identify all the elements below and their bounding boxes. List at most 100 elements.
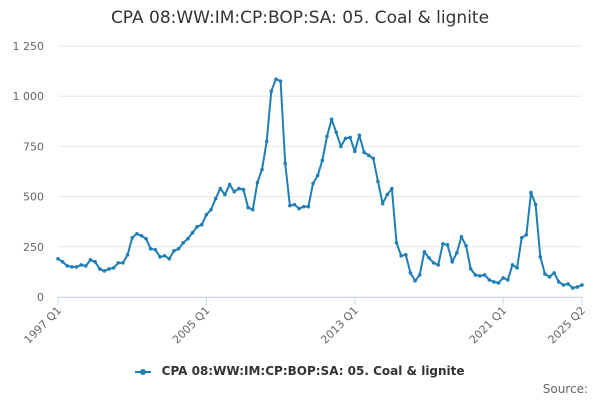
data-point[interactable] xyxy=(74,265,79,269)
data-point[interactable] xyxy=(181,240,186,245)
data-point[interactable] xyxy=(102,269,107,273)
data-point[interactable] xyxy=(241,187,246,192)
data-point[interactable] xyxy=(60,260,65,264)
data-point[interactable] xyxy=(283,161,288,166)
data-point[interactable] xyxy=(135,231,139,236)
data-point[interactable] xyxy=(413,279,417,283)
data-point[interactable] xyxy=(167,257,172,261)
data-point[interactable] xyxy=(255,180,260,185)
data-point[interactable] xyxy=(84,264,88,268)
data-point[interactable] xyxy=(56,257,60,261)
data-point[interactable] xyxy=(366,153,371,158)
data-point[interactable] xyxy=(482,273,487,277)
data-point[interactable] xyxy=(376,179,380,184)
data-point[interactable] xyxy=(580,283,584,287)
data-point[interactable] xyxy=(450,260,454,264)
data-point[interactable] xyxy=(533,202,538,207)
data-point[interactable] xyxy=(172,249,176,253)
data-point[interactable] xyxy=(269,89,274,93)
data-point[interactable] xyxy=(301,204,306,209)
data-point[interactable] xyxy=(121,261,125,265)
data-point[interactable] xyxy=(408,271,413,275)
data-point[interactable] xyxy=(570,286,575,290)
data-point[interactable] xyxy=(88,258,93,262)
data-point[interactable] xyxy=(343,136,348,141)
data-point[interactable] xyxy=(153,248,158,252)
data-point[interactable] xyxy=(325,134,329,139)
data-point[interactable] xyxy=(209,207,213,212)
data-point[interactable] xyxy=(394,240,399,245)
data-point[interactable] xyxy=(199,222,204,227)
data-point[interactable] xyxy=(399,254,403,258)
data-point[interactable] xyxy=(278,79,283,83)
series-line[interactable] xyxy=(57,78,583,289)
data-point[interactable] xyxy=(454,251,459,255)
data-point[interactable] xyxy=(506,278,510,282)
data-point[interactable] xyxy=(557,280,561,284)
data-point[interactable] xyxy=(431,261,436,265)
data-point[interactable] xyxy=(237,186,241,191)
data-point[interactable] xyxy=(190,230,195,235)
data-point[interactable] xyxy=(264,139,269,144)
data-point[interactable] xyxy=(468,267,473,271)
data-point[interactable] xyxy=(496,281,501,285)
data-point[interactable] xyxy=(213,196,218,201)
data-point[interactable] xyxy=(543,272,547,276)
data-point[interactable] xyxy=(357,133,362,138)
data-point[interactable] xyxy=(148,247,153,251)
data-point[interactable] xyxy=(246,205,250,210)
data-point[interactable] xyxy=(524,232,529,237)
data-point[interactable] xyxy=(417,273,422,277)
data-point[interactable] xyxy=(158,255,162,259)
data-point[interactable] xyxy=(223,192,227,197)
data-point[interactable] xyxy=(501,276,505,280)
data-point[interactable] xyxy=(130,235,134,240)
data-point[interactable] xyxy=(547,275,552,279)
data-point[interactable] xyxy=(339,144,343,149)
data-point[interactable] xyxy=(79,263,83,267)
data-point[interactable] xyxy=(297,206,301,211)
data-point[interactable] xyxy=(260,167,264,172)
data-point[interactable] xyxy=(436,263,441,267)
data-point[interactable] xyxy=(459,234,464,239)
data-point[interactable] xyxy=(139,233,144,238)
data-point[interactable] xyxy=(445,242,450,247)
data-point[interactable] xyxy=(538,255,543,259)
data-point[interactable] xyxy=(566,282,570,286)
data-point[interactable] xyxy=(519,235,524,240)
data-point[interactable] xyxy=(492,280,496,284)
data-point[interactable] xyxy=(116,261,121,265)
legend[interactable]: CPA 08:WW:IM:CP:BOP:SA: 05. Coal & ligni… xyxy=(0,364,600,378)
data-point[interactable] xyxy=(195,224,199,229)
data-point[interactable] xyxy=(232,189,237,194)
data-point[interactable] xyxy=(362,150,366,155)
data-point[interactable] xyxy=(427,256,431,260)
data-point[interactable] xyxy=(292,202,297,207)
data-point[interactable] xyxy=(227,182,232,187)
data-point[interactable] xyxy=(348,135,352,140)
data-point[interactable] xyxy=(329,117,334,122)
data-point[interactable] xyxy=(204,212,209,217)
credits[interactable]: Source: xyxy=(542,382,588,396)
data-point[interactable] xyxy=(352,149,357,154)
data-point[interactable] xyxy=(552,271,556,275)
data-point[interactable] xyxy=(441,241,445,246)
data-point[interactable] xyxy=(97,267,102,271)
data-point[interactable] xyxy=(218,186,223,191)
data-point[interactable] xyxy=(107,267,111,271)
data-point[interactable] xyxy=(575,285,580,289)
data-point[interactable] xyxy=(510,263,515,267)
data-point[interactable] xyxy=(274,77,278,81)
data-point[interactable] xyxy=(487,278,492,282)
data-point[interactable] xyxy=(561,283,566,287)
data-point[interactable] xyxy=(385,192,390,197)
data-point[interactable] xyxy=(65,264,70,268)
data-point[interactable] xyxy=(186,236,190,241)
data-point[interactable] xyxy=(371,156,376,161)
data-point[interactable] xyxy=(380,201,385,206)
data-point[interactable] xyxy=(162,254,167,258)
data-point[interactable] xyxy=(529,190,533,195)
data-point[interactable] xyxy=(403,253,408,257)
data-point[interactable] xyxy=(288,203,292,208)
data-point[interactable] xyxy=(390,186,394,191)
